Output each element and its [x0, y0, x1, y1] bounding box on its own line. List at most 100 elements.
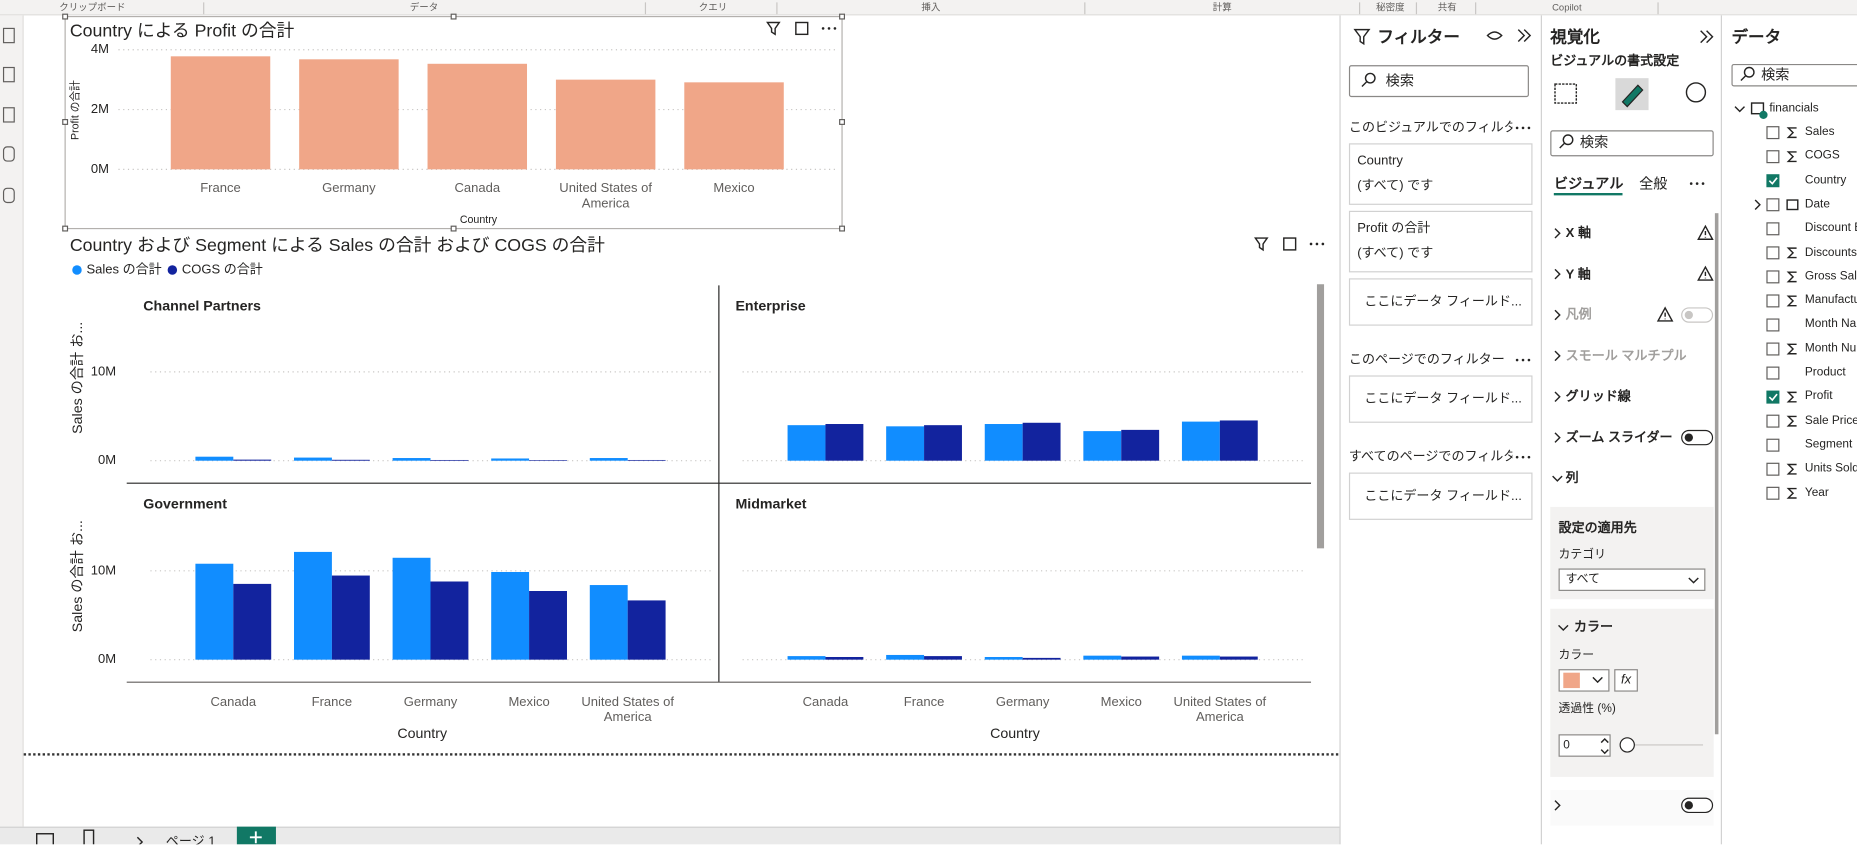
field-name[interactable]: Date: [1804, 197, 1830, 211]
ribbon-group-label: クリップボード: [59, 2, 126, 14]
format-section[interactable]: グリッド線: [1565, 389, 1631, 404]
dropdown[interactable]: [1558, 568, 1706, 591]
field-name[interactable]: Sales: [1804, 125, 1835, 139]
bar: [392, 458, 431, 461]
field-name[interactable]: Month Name: [1804, 317, 1857, 331]
more-options-dot[interactable]: [821, 27, 825, 30]
filter-icon: [766, 21, 781, 36]
x-tick-label: United States of America: [1173, 695, 1267, 725]
bar: [555, 79, 656, 170]
fx-button[interactable]: fx: [1614, 669, 1638, 692]
filters-pane: [1339, 15, 1541, 845]
legend-label[interactable]: COGS の合計: [182, 261, 263, 276]
ribbon-group-label: クエリ: [698, 2, 728, 14]
resize-handle: [450, 225, 457, 232]
field-label: 透過性 (%): [1558, 702, 1616, 716]
x-tick-label: Germany: [322, 181, 376, 196]
x-tick-label: Germany: [995, 695, 1050, 710]
field-name[interactable]: COGS: [1804, 149, 1840, 163]
format-section[interactable]: 列: [1565, 471, 1579, 486]
x-tick-label: France: [311, 695, 353, 710]
bar: [924, 425, 962, 461]
bar: [331, 575, 370, 660]
field-label: カテゴリ: [1558, 548, 1606, 562]
more-options-dot[interactable]: [827, 27, 831, 30]
more-options-dot[interactable]: [1315, 242, 1319, 246]
more-options-dot[interactable]: [833, 27, 837, 30]
y-tick-label: 10M: [91, 562, 116, 577]
field-name[interactable]: Discount Band: [1804, 221, 1857, 235]
bar: [233, 583, 272, 660]
field-name[interactable]: Units Sold: [1804, 462, 1857, 476]
scrollbar[interactable]: [1316, 284, 1325, 549]
search-box[interactable]: [1348, 65, 1529, 98]
chart-title: Country による Profit の合計: [70, 21, 295, 41]
y-tick-label: 4M: [91, 41, 109, 56]
format-tab[interactable]: ビジュアル: [1553, 175, 1624, 192]
filter-section-title: このページでのフィルター: [1348, 352, 1505, 368]
filter-card[interactable]: [1348, 375, 1533, 423]
ribbon-group-label: Copilot: [1552, 2, 1582, 14]
field-name[interactable]: Product: [1804, 365, 1846, 379]
format-section[interactable]: Y 軸: [1565, 267, 1591, 282]
bar: [825, 656, 864, 660]
filter-card[interactable]: [1348, 472, 1533, 520]
bar: [1083, 655, 1122, 660]
more-options-dot[interactable]: [1321, 242, 1325, 246]
number-input[interactable]: [1558, 734, 1611, 757]
field-name[interactable]: Sale Price: [1804, 414, 1857, 428]
format-section[interactable]: スモール マルチプル: [1565, 348, 1687, 363]
chart-title: Country および Segment による Sales の合計 および CO…: [70, 235, 605, 255]
bar: [294, 457, 332, 461]
x-tick-label: United States of America: [581, 695, 675, 725]
field-name[interactable]: Discounts: [1804, 245, 1857, 259]
page-tab[interactable]: ページ 1: [165, 834, 216, 845]
bar: [1022, 657, 1061, 660]
field-name[interactable]: Year: [1804, 486, 1829, 500]
field-name[interactable]: Gross Sales: [1804, 269, 1857, 283]
x-tick-label: Mexico: [713, 181, 755, 196]
canvas-bottom-line: [23, 753, 1339, 756]
dropdown-value: すべて: [1565, 573, 1600, 587]
format-tab[interactable]: 全般: [1639, 175, 1668, 192]
focus-icon[interactable]: [1283, 237, 1297, 251]
bar: [529, 460, 567, 461]
field-name[interactable]: Manufacturing Price: [1804, 293, 1857, 307]
bar: [627, 459, 666, 461]
bar: [627, 600, 666, 660]
resize-handle: [62, 119, 69, 125]
color-picker[interactable]: [1558, 669, 1610, 692]
filter-placeholder: ここにデータ フィールド...: [1364, 294, 1522, 310]
search-box[interactable]: [1550, 130, 1714, 157]
x-tick-label: Canada: [210, 695, 257, 710]
format-section[interactable]: ズーム スライダー: [1565, 430, 1673, 445]
more-options-dot[interactable]: [1309, 242, 1313, 246]
format-section[interactable]: 凡例: [1565, 307, 1592, 323]
field-name[interactable]: Profit: [1804, 389, 1833, 404]
bar: [430, 459, 469, 461]
left-rail: [0, 15, 24, 827]
y-tick-label: 2M: [91, 101, 109, 116]
focus-icon[interactable]: [795, 21, 809, 36]
legend-marker: [167, 265, 178, 275]
resize-handle: [62, 225, 69, 232]
bar: [886, 426, 925, 461]
search-box[interactable]: [1731, 63, 1857, 87]
filter-card[interactable]: [1348, 143, 1533, 205]
format-card: [1550, 789, 1714, 826]
bar: [427, 63, 528, 170]
bar: [1219, 656, 1258, 660]
field-name[interactable]: Country: [1804, 173, 1847, 187]
y-tick-label: 10M: [91, 363, 116, 378]
field-name[interactable]: Month Number: [1804, 341, 1857, 355]
filter-card[interactable]: [1348, 278, 1533, 326]
format-section[interactable]: X 軸: [1565, 226, 1592, 241]
legend-label[interactable]: Sales の合計: [86, 261, 161, 276]
filter-placeholder: ここにデータ フィールド...: [1364, 392, 1522, 407]
bar: [984, 424, 1023, 461]
table-name: financials: [1769, 101, 1819, 115]
filter-card[interactable]: [1348, 210, 1533, 273]
field-name[interactable]: Segment: [1804, 438, 1853, 452]
bar: [1219, 420, 1258, 461]
